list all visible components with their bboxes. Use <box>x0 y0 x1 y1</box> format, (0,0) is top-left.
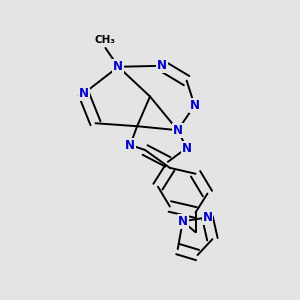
Text: N: N <box>190 99 200 112</box>
Text: N: N <box>178 215 188 228</box>
Text: N: N <box>125 139 135 152</box>
Text: CH₃: CH₃ <box>95 35 116 45</box>
Text: N: N <box>182 142 192 154</box>
Text: N: N <box>79 87 88 100</box>
Text: N: N <box>202 211 212 224</box>
Text: N: N <box>113 60 123 73</box>
Text: N: N <box>173 124 183 137</box>
Text: N: N <box>157 59 167 72</box>
